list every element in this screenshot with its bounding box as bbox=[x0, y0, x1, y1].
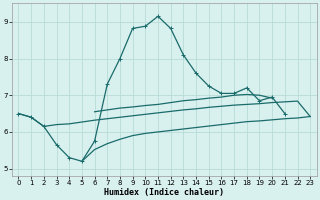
X-axis label: Humidex (Indice chaleur): Humidex (Indice chaleur) bbox=[104, 188, 224, 197]
